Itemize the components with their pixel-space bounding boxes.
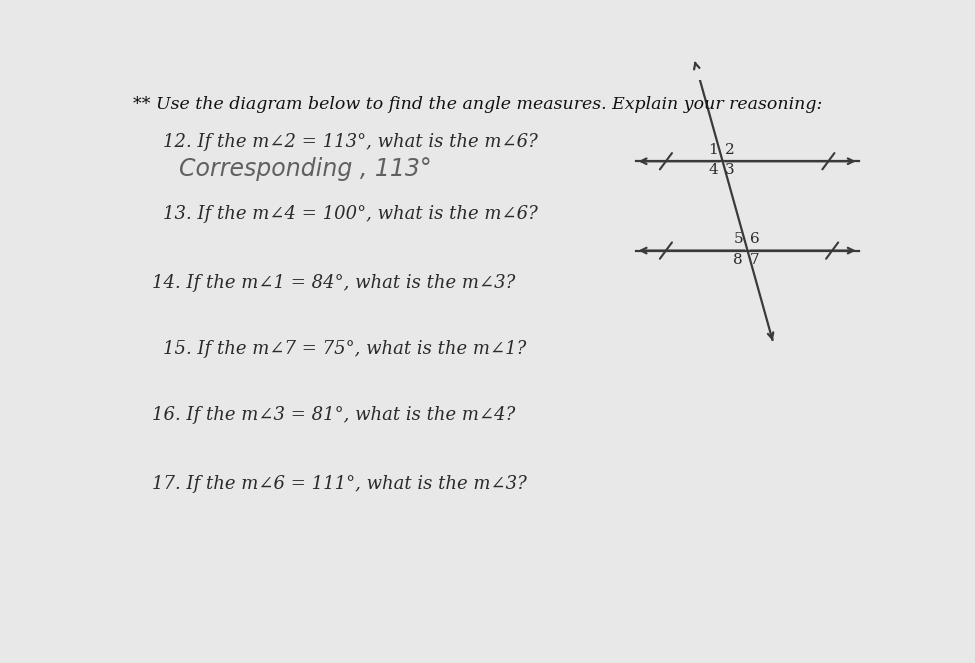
Text: 4: 4 (708, 163, 718, 177)
Text: 6: 6 (750, 233, 760, 247)
Text: 2: 2 (724, 143, 734, 157)
Text: 13. If the m∠4 = 100°, what is the m∠6?: 13. If the m∠4 = 100°, what is the m∠6? (164, 205, 538, 223)
Text: 16. If the m∠3 = 81°, what is the m∠4?: 16. If the m∠3 = 81°, what is the m∠4? (152, 406, 516, 424)
Text: 7: 7 (750, 253, 760, 267)
Text: Corresponding , 113°: Corresponding , 113° (178, 157, 431, 181)
Text: 15. If the m∠7 = 75°, what is the m∠1?: 15. If the m∠7 = 75°, what is the m∠1? (164, 340, 526, 358)
Text: 3: 3 (724, 163, 734, 177)
Text: 5: 5 (733, 233, 743, 247)
Text: 8: 8 (733, 253, 743, 267)
Text: 17. If the m∠6 = 111°, what is the m∠3?: 17. If the m∠6 = 111°, what is the m∠3? (152, 475, 526, 493)
Text: 1: 1 (708, 143, 718, 157)
Text: 14. If the m∠1 = 84°, what is the m∠3?: 14. If the m∠1 = 84°, what is the m∠3? (152, 274, 516, 292)
Text: ** Use the diagram below to find the angle measures. Explain your reasoning:: ** Use the diagram below to find the ang… (134, 96, 823, 113)
Text: 12. If the m∠2 = 113°, what is the m∠6?: 12. If the m∠2 = 113°, what is the m∠6? (164, 133, 538, 151)
